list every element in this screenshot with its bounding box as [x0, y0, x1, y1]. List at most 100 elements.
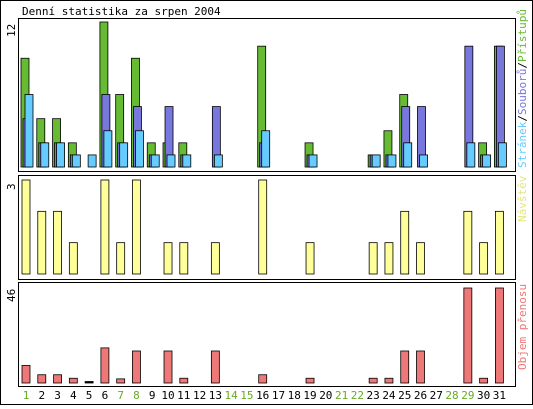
x-label-day-6: 6 [102, 389, 109, 402]
legend-objem: Objem přenosu [516, 284, 529, 370]
legend-navstevy: Návštěv [516, 175, 529, 222]
bar-navstevy-30 [479, 242, 489, 275]
x-label-day-27: 27 [430, 389, 443, 402]
hits-legend: Stránek/Souborů/Přístupů [516, 9, 529, 168]
bar-navstevy-24 [384, 242, 394, 275]
bar-objem-1 [21, 365, 31, 384]
bar-objem-10 [163, 350, 173, 384]
bar-navstevy-6 [100, 179, 110, 275]
bar-objem-11 [179, 377, 189, 384]
bar-navstevy-31 [494, 210, 504, 275]
bar-navstevy-3 [53, 210, 62, 275]
bar-objem-19 [305, 377, 315, 384]
x-label-day-11: 11 [177, 389, 190, 402]
x-label-day-10: 10 [161, 389, 174, 402]
hits-panel-frame [18, 18, 516, 172]
x-label-day-21: 21 [335, 389, 348, 402]
visits-panel-frame [18, 175, 516, 280]
bar-objem-30 [479, 377, 489, 384]
bar-navstevy-16 [258, 179, 268, 275]
hits-ymax-label: 12 [5, 24, 18, 37]
x-label-day-29: 29 [461, 389, 474, 402]
x-label-day-25: 25 [398, 389, 411, 402]
bar-stranky-16 [261, 130, 271, 168]
bar-navstevy-13 [210, 242, 220, 275]
x-label-day-19: 19 [303, 389, 316, 402]
x-label-day-23: 23 [367, 389, 380, 402]
bar-stranky-13 [213, 154, 223, 168]
x-label-day-17: 17 [272, 389, 285, 402]
x-label-day-24: 24 [382, 389, 396, 402]
x-label-day-4: 4 [70, 389, 77, 402]
bar-stranky-7 [119, 142, 129, 168]
x-label-day-16: 16 [256, 389, 269, 402]
bar-objem-23 [368, 377, 378, 384]
svg-text:Stránek/Souborů/Přístupů: Stránek/Souborů/Přístupů [516, 9, 529, 168]
traffic-ymax-label: 46 [5, 289, 18, 302]
x-label-day-15: 15 [240, 389, 253, 402]
x-label-day-22: 22 [351, 389, 364, 402]
bar-navstevy-1 [21, 179, 31, 275]
bar-stranky-30 [482, 154, 492, 168]
x-label-day-28: 28 [445, 389, 458, 402]
bar-stranky-25 [403, 142, 413, 168]
bar-navstevy-23 [368, 242, 378, 275]
bar-objem-4 [68, 377, 78, 384]
bar-navstevy-29 [463, 210, 473, 275]
legend-sep-1: / [516, 115, 529, 122]
bar-stranky-19 [308, 154, 318, 168]
bar-objem-2 [37, 374, 47, 384]
bar-objem-7 [116, 378, 126, 384]
bar-objem-25 [400, 350, 410, 384]
bar-stranky-6 [103, 130, 113, 168]
chart-title: Denní statistika za srpen 2004 [22, 5, 221, 18]
bar-objem-8 [132, 350, 141, 384]
x-label-day-20: 20 [319, 389, 332, 402]
bar-navstevy-26 [416, 242, 425, 275]
legend-soubory: Souborů [516, 69, 529, 115]
x-axis-labels: 1 2 3 4 5 6 7 8 9 10 11 12 13 14 15 16 17 18 19 20 21 22 23 24 2… [23, 389, 506, 402]
x-label-day-18: 18 [288, 389, 301, 402]
x-label-day-1: 1 [23, 389, 30, 402]
bars-layer [20, 21, 507, 384]
bar-objem-3 [53, 374, 62, 384]
bar-stranky-26 [419, 154, 428, 168]
bar-objem-26 [416, 350, 425, 384]
visits-ymax-label: 3 [5, 183, 18, 190]
bar-stranky-9 [150, 154, 160, 168]
bar-objem-16 [258, 374, 268, 384]
x-label-day-7: 7 [117, 389, 124, 402]
bar-navstevy-25 [400, 210, 410, 275]
bar-stranky-11 [182, 154, 192, 168]
bar-stranky-23 [371, 154, 381, 168]
x-label-day-9: 9 [149, 389, 156, 402]
bar-stranky-1 [24, 94, 34, 168]
bar-navstevy-7 [116, 242, 126, 275]
x-label-day-26: 26 [414, 389, 427, 402]
bar-navstevy-10 [163, 242, 173, 275]
x-label-day-2: 2 [38, 389, 45, 402]
bar-objem-5 [84, 381, 94, 384]
x-label-day-5: 5 [86, 389, 93, 402]
bar-stranky-29 [466, 142, 476, 168]
bar-stranky-31 [497, 142, 507, 168]
legend-pristupy: Přístupů [516, 9, 529, 62]
x-label-day-31: 31 [493, 389, 506, 402]
bar-stranky-4 [71, 154, 81, 168]
x-label-day-14: 14 [225, 389, 239, 402]
bar-navstevy-19 [305, 242, 315, 275]
legend-stranky: Stránek [516, 121, 529, 168]
bar-navstevy-11 [179, 242, 189, 275]
bar-stranky-24 [387, 154, 397, 168]
traffic-panel-frame [18, 282, 516, 387]
bar-objem-6 [100, 347, 110, 384]
bar-navstevy-4 [68, 242, 78, 275]
bar-navstevy-8 [132, 179, 141, 275]
legend-sep-2: / [516, 62, 529, 69]
bar-objem-13 [210, 350, 220, 384]
bar-stranky-2 [40, 142, 50, 168]
x-label-day-12: 12 [193, 389, 206, 402]
bar-objem-24 [384, 377, 394, 384]
